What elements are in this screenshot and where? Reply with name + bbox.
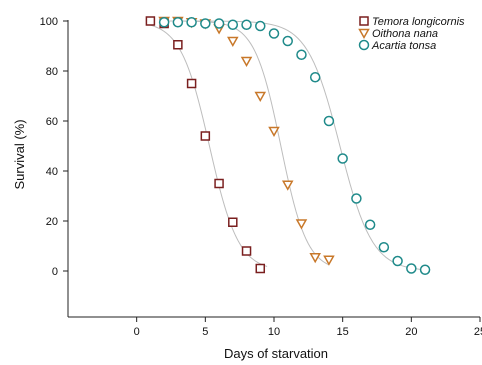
data-point [200,18,211,29]
data-point [254,91,267,103]
y-axis-title: Survival (%) [12,119,27,189]
x-axis-title: Days of starvation [224,346,328,361]
x-tick-label: 25 [474,326,482,338]
legend-label: Temora longicornis [372,16,465,28]
y-tick-label: 0 [52,266,58,278]
legend-label: Oithona nana [372,28,438,40]
y-tick-label: 80 [46,66,58,78]
data-point [214,178,224,189]
data-point [281,180,294,191]
y-tick-label: 100 [40,16,58,28]
data-point [392,255,403,267]
data-point [296,49,307,60]
fit-curve [164,20,426,271]
data-point [351,193,362,204]
data-point [241,246,252,256]
data-point [255,263,266,274]
data-point [228,217,238,227]
data-point [200,131,211,141]
data-point [309,72,321,83]
data-point [227,36,239,48]
ticks: 0 20 40 60 80 100 0 5 10 15 20 25 [40,16,482,338]
data-point [323,115,335,127]
data-point [282,35,293,47]
y-tick-label: 20 [46,216,58,228]
data-point [173,40,183,50]
data-point [323,255,335,266]
data-point [268,28,280,39]
data-point [268,126,280,138]
legend-marker [358,28,370,40]
x-tick-label: 5 [202,326,208,338]
data-point [227,19,239,30]
data-point [295,219,308,230]
data-point [241,19,252,30]
legend-marker [358,39,370,51]
data-point [172,17,184,28]
data-point [378,242,390,253]
data-point [186,78,197,89]
data-point [158,17,170,28]
data-point [419,264,431,275]
x-tick-label: 15 [337,326,349,338]
x-tick-label: 20 [405,326,417,338]
legend-label: Acartia tonsa [371,40,436,52]
data-point [406,263,417,274]
data-point [309,253,321,264]
y-tick-label: 40 [46,166,58,178]
x-tick-label: 10 [268,326,280,338]
data-point [213,18,225,29]
data-point [364,219,376,230]
data-points [145,16,431,275]
data-point [337,153,348,164]
data-point [145,16,156,26]
fit-curves [150,20,426,271]
data-point [186,17,197,28]
legend-marker [359,16,369,26]
axes [67,20,480,318]
y-tick-label: 60 [46,116,58,128]
data-point [240,56,253,68]
data-point [255,20,266,32]
x-tick-label: 0 [134,326,140,338]
